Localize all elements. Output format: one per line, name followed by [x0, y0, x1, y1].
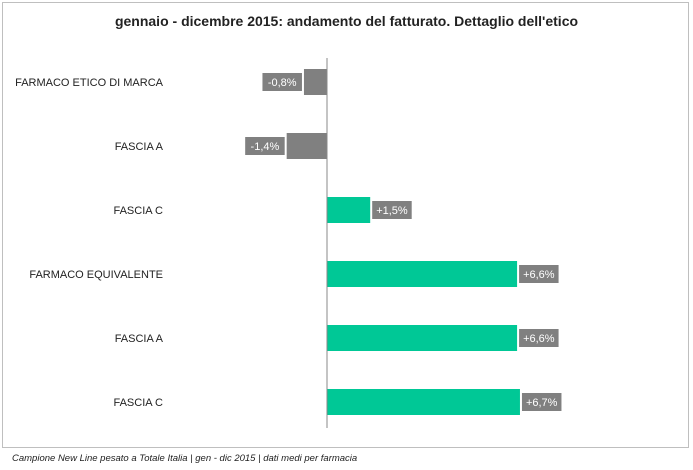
chart-footnote: Campione New Line pesato a Totale Italia…	[12, 453, 358, 464]
data-label-box	[519, 265, 559, 283]
bar	[286, 133, 327, 159]
bar	[327, 261, 518, 287]
data-label-box	[372, 201, 412, 219]
category-label: FASCIA C	[113, 205, 163, 217]
bar	[327, 197, 371, 223]
chart-frame	[2, 2, 689, 448]
category-label: FARMACO EQUIVALENTE	[29, 269, 163, 281]
category-label: FASCIA A	[115, 141, 164, 153]
bar	[327, 389, 520, 415]
data-label: -1,4%	[251, 141, 280, 153]
data-label: +1,5%	[376, 205, 408, 217]
category-label: FASCIA C	[113, 397, 163, 409]
category-label: FARMACO ETICO DI MARCA	[15, 77, 164, 89]
data-label: +6,7%	[526, 397, 558, 409]
data-label-box	[245, 137, 285, 155]
data-label: +6,6%	[523, 333, 555, 345]
bar	[303, 69, 327, 95]
data-label: -0,8%	[268, 77, 297, 89]
bar	[327, 325, 518, 351]
data-label: +6,6%	[523, 269, 555, 281]
data-label-box	[521, 393, 562, 411]
category-label: FASCIA A	[115, 333, 164, 345]
data-label-box	[519, 329, 559, 347]
chart-title: gennaio - dicembre 2015: andamento del f…	[114, 13, 579, 29]
data-label-box	[262, 73, 302, 91]
